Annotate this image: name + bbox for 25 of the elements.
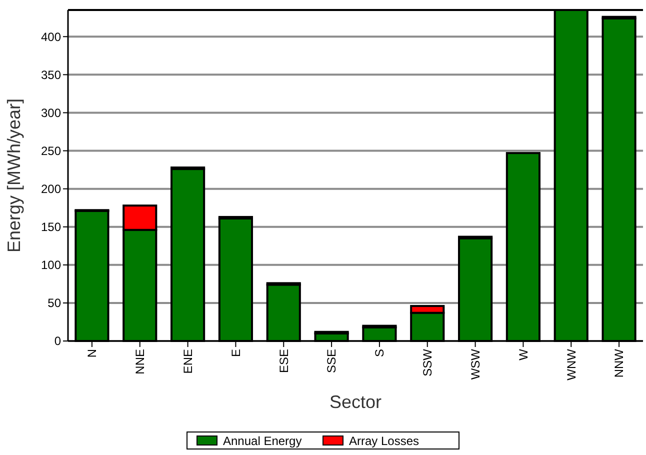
x-tick-label: NNE — [133, 349, 148, 374]
legend-label: Annual Energy — [223, 434, 302, 448]
x-tick-label: ESE — [276, 349, 291, 374]
x-tick-label: WSW — [468, 348, 482, 380]
y-tick-label: 400 — [40, 30, 62, 44]
y-tick-label: 0 — [54, 334, 62, 348]
y-tick-label: 100 — [40, 258, 62, 272]
y-tick-label: 50 — [48, 296, 62, 310]
x-tick-label: S — [372, 349, 387, 358]
x-tick-label: SSW — [420, 348, 435, 376]
x-tick-label: NNW — [612, 348, 626, 378]
x-tick-label: SSE — [324, 349, 339, 374]
x-tick-label: ENE — [180, 349, 195, 374]
x-tick-label: N — [85, 349, 100, 358]
y-tick-label: 200 — [40, 182, 62, 196]
x-tick-label: E — [228, 349, 243, 358]
y-tick-label: 250 — [40, 144, 62, 158]
y-axis-title: Energy [MWh/year] — [4, 98, 24, 253]
x-tick-label: WNW — [564, 348, 578, 380]
y-tick-label: 150 — [40, 220, 62, 234]
x-axis-title: Sector — [329, 392, 382, 412]
y-tick-label: 350 — [40, 68, 62, 82]
legend-label: Array Losses — [349, 434, 420, 448]
x-tick-label: W — [516, 348, 530, 360]
y-tick-label: 300 — [40, 106, 62, 120]
